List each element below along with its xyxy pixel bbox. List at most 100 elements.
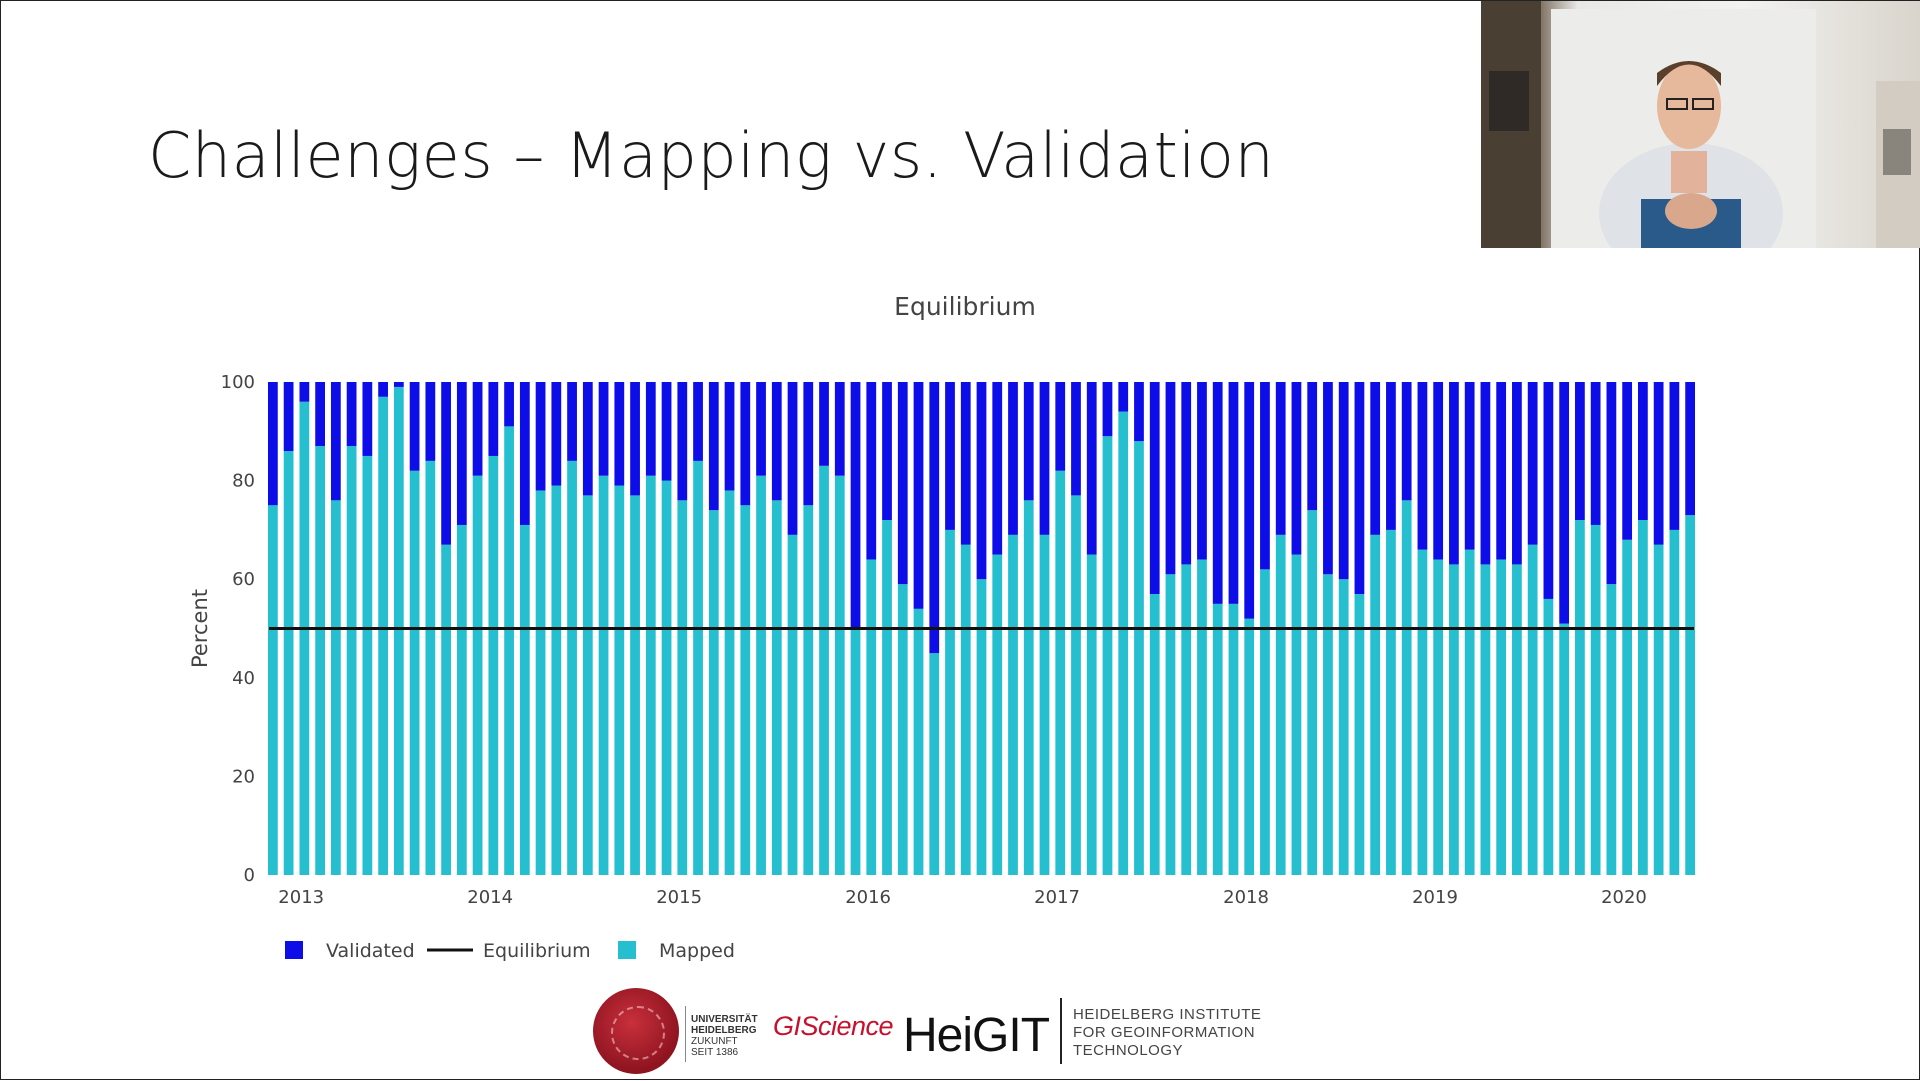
bar-mapped: [472, 475, 483, 875]
bar-validated: [945, 382, 955, 530]
bar-mapped: [897, 584, 908, 875]
bar-mapped: [787, 534, 798, 875]
y-tick-label: 20: [232, 766, 255, 787]
bar-validated: [1323, 382, 1333, 575]
bar-validated: [1527, 382, 1538, 545]
bar-mapped: [1622, 539, 1633, 875]
bar-validated: [409, 382, 420, 471]
bar-mapped: [315, 446, 325, 875]
bar-validated: [1291, 382, 1302, 555]
bar-validated: [1480, 382, 1491, 565]
bar-validated: [1433, 382, 1444, 560]
x-tick-label: 2020: [1601, 887, 1647, 908]
bar-validated: [519, 382, 530, 525]
bar-validated: [1008, 382, 1018, 535]
uni-line-1: UNIVERSITÄT: [691, 1014, 758, 1025]
bar-validated: [1102, 382, 1113, 437]
bar-mapped: [645, 475, 656, 875]
bar-mapped: [425, 460, 436, 875]
bar-validated: [1401, 382, 1412, 501]
bar-mapped: [819, 465, 829, 875]
bar-mapped: [1386, 529, 1396, 875]
bar-mapped: [456, 524, 467, 875]
bar-validated: [960, 382, 971, 545]
bar-validated: [1181, 382, 1192, 565]
bar-mapped: [1260, 569, 1270, 875]
bar-validated: [1212, 382, 1223, 604]
bar-mapped: [756, 475, 766, 875]
bar-validated: [677, 382, 688, 501]
bar-mapped: [267, 505, 278, 875]
bar-validated: [1464, 382, 1475, 550]
x-tick-label: 2015: [656, 887, 702, 908]
bar-validated: [1590, 382, 1601, 525]
giscience-logo: GIScience: [773, 1011, 894, 1041]
bar-validated: [1260, 382, 1270, 570]
bar-validated: [976, 382, 987, 580]
y-axis-label: Percent: [188, 589, 212, 668]
bar-validated: [1512, 382, 1522, 565]
bar-mapped: [1023, 500, 1034, 875]
bar-validated: [866, 382, 877, 560]
bar-validated: [488, 382, 499, 456]
bar-validated: [1023, 382, 1034, 501]
university-name: UNIVERSITÄT HEIDELBERG ZUKUNFT SEIT 1386: [691, 1014, 771, 1058]
bar-mapped: [1228, 603, 1239, 875]
bar-validated: [992, 382, 1003, 555]
bar-mapped: [630, 495, 640, 875]
bar-mapped: [834, 475, 845, 875]
bar-validated: [645, 382, 656, 476]
bar-validated: [1559, 382, 1570, 624]
bar-validated: [787, 382, 798, 535]
bar-validated: [1685, 382, 1696, 516]
x-tick-label: 2014: [467, 887, 513, 908]
bar-mapped: [1244, 618, 1255, 875]
bar-mapped: [378, 396, 388, 875]
bar-mapped: [1575, 520, 1585, 875]
bar-mapped: [1323, 574, 1333, 875]
bar-validated: [614, 382, 625, 486]
bar-mapped: [330, 500, 341, 875]
bar-mapped: [1118, 411, 1129, 875]
bar-validated: [1307, 382, 1318, 511]
bar-mapped: [1685, 515, 1696, 875]
bar-mapped: [1008, 534, 1018, 875]
bar-mapped: [1370, 534, 1381, 875]
bar-mapped: [346, 446, 357, 875]
bar-mapped: [1149, 593, 1160, 875]
bar-validated: [819, 382, 829, 466]
bar-validated: [724, 382, 735, 491]
bar-mapped: [1055, 470, 1066, 875]
bar-mapped: [1464, 549, 1475, 875]
bar-mapped: [1669, 529, 1680, 875]
bar-validated: [441, 382, 451, 545]
bar-validated: [1055, 382, 1066, 471]
bar-mapped: [1291, 554, 1302, 875]
uni-line-4: SEIT 1386: [691, 1047, 739, 1058]
bar-validated: [315, 382, 325, 447]
bar-validated: [1417, 382, 1428, 550]
bar-mapped: [771, 500, 782, 875]
bar-mapped: [1197, 559, 1207, 875]
bar-validated: [708, 382, 719, 511]
uni-line-3: ZUKUNFT: [691, 1036, 738, 1047]
bar-validated: [897, 382, 908, 585]
bar-validated: [299, 382, 310, 402]
bar-mapped: [740, 505, 751, 875]
bar-validated: [850, 382, 861, 629]
slide-title: Challenges – Mapping vs. Validation: [148, 119, 1275, 192]
bar-validated: [535, 382, 546, 491]
bar-validated: [1134, 382, 1144, 442]
bar-mapped: [803, 505, 814, 875]
bar-mapped: [1527, 544, 1538, 875]
bar-validated: [551, 382, 562, 486]
bar-validated: [1606, 382, 1617, 585]
bar-mapped: [1307, 510, 1318, 875]
bar-validated: [882, 382, 892, 521]
bar-validated: [1071, 382, 1081, 496]
bar-validated: [1228, 382, 1239, 604]
bars-group: [267, 382, 1696, 875]
x-tick-label: 2019: [1412, 887, 1458, 908]
bar-mapped: [299, 401, 310, 875]
bar-validated: [1197, 382, 1207, 560]
